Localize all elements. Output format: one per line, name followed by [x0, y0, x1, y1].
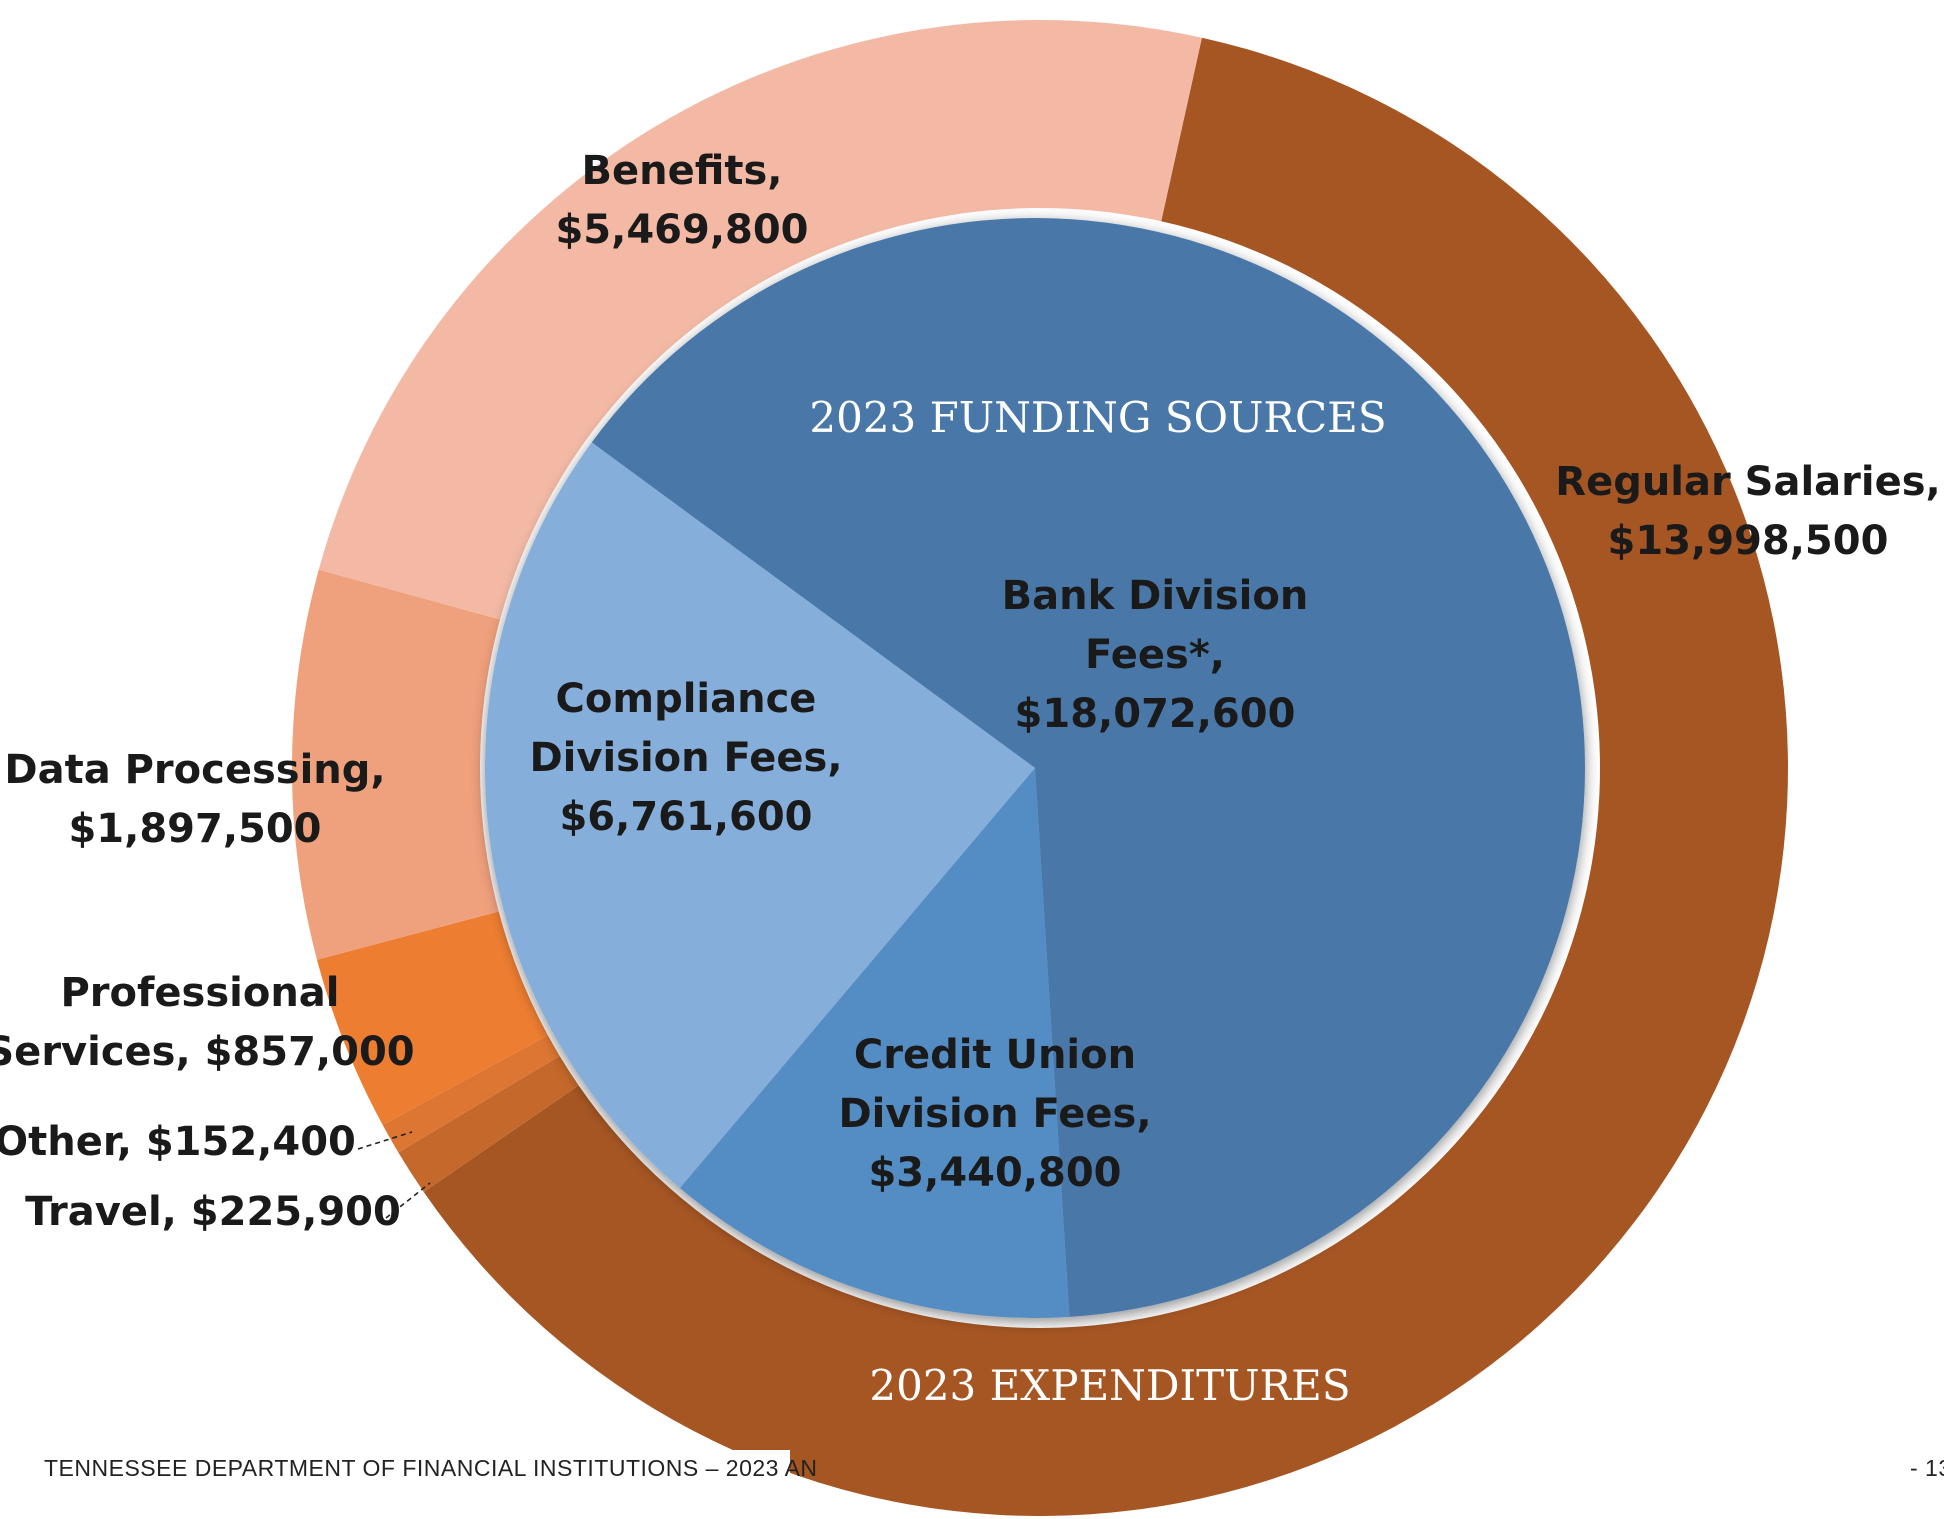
funding-label-line: $3,440,800 — [868, 1150, 1121, 1196]
footer-mask — [0, 1450, 790, 1519]
funding-label-line: Compliance — [556, 676, 817, 722]
expenditure-label-line: Services, $857,000 — [0, 1029, 415, 1075]
expenditure-label-benefits: Benefits, $5,469,800 — [555, 148, 808, 253]
other-leader-line — [357, 1131, 413, 1150]
expenditure-slice-benefits — [318, 20, 1202, 620]
funding-slice-bank-division-fees — [591, 217, 1586, 1317]
funding-label-line: Bank Division — [1002, 573, 1309, 619]
funding-label-line: Division Fees, — [838, 1091, 1151, 1137]
funding-label-line: $6,761,600 — [559, 794, 812, 840]
expenditure-slice-data-processing — [291, 569, 501, 960]
footer-page-number: - 13 — [1910, 1455, 1944, 1481]
footer-left-text: TENNESSEE DEPARTMENT OF FINANCIAL INSTIT… — [44, 1455, 818, 1481]
funding-slice-credit-union-division-fees — [679, 768, 1070, 1318]
expenditure-label-line: $5,469,800 — [555, 207, 808, 253]
funding-label-line: $18,072,600 — [1015, 691, 1296, 737]
funding-label-compliance-division-fees: Compliance Division Fees, $6,761,600 — [529, 676, 842, 840]
funding-label-line: Credit Union — [854, 1032, 1136, 1078]
expenditure-label-data-processing: Data Processing, $1,897,500 — [4, 747, 385, 852]
funding-label-line: Fees*, — [1085, 632, 1225, 678]
expenditure-label-line: Travel, $225,900 — [25, 1189, 401, 1235]
funding-sources-pie — [485, 217, 1586, 1318]
funding-sources-title: 2023 FUNDING SOURCES — [809, 393, 1386, 442]
expenditure-label-line: Professional — [60, 970, 339, 1016]
funding-slice-compliance-division-fees — [485, 442, 1035, 1189]
expenditures-title: 2023 EXPENDITURES — [869, 1361, 1350, 1410]
slice-labels: Regular Salaries, $13,998,500 Travel, $225… — [0, 148, 1941, 1235]
expenditure-label-line: Data Processing, — [4, 747, 385, 793]
expenditure-slice-other — [382, 1035, 560, 1153]
expenditure-label-line: Other, $152,400 — [0, 1119, 356, 1165]
funding-label-credit-union-division-fees: Credit Union Division Fees, $3,440,800 — [838, 1032, 1151, 1196]
expenditures-ring — [291, 20, 1789, 1516]
expenditure-label-travel: Travel, $225,900 — [25, 1189, 401, 1235]
expenditure-label-line: $13,998,500 — [1608, 518, 1889, 564]
expenditure-slice-professional-services — [316, 911, 548, 1125]
expenditure-label-regular-salaries: Regular Salaries, $13,998,500 — [1555, 459, 1940, 564]
funding-label-line: Division Fees, — [529, 735, 842, 781]
expenditure-label-line: Regular Salaries, — [1555, 459, 1940, 505]
expenditure-label-professional-services: Professional Services, $857,000 — [0, 970, 415, 1075]
funding-label-bank-division-fees: Bank Division Fees*, $18,072,600 — [1002, 573, 1309, 737]
expenditure-label-line: Benefits, — [582, 148, 783, 194]
expenditure-label-other: Other, $152,400 — [0, 1119, 356, 1165]
expenditure-label-line: $1,897,500 — [68, 806, 321, 852]
expenditure-slice-travel — [398, 1055, 579, 1192]
travel-leader-line — [385, 1182, 431, 1219]
